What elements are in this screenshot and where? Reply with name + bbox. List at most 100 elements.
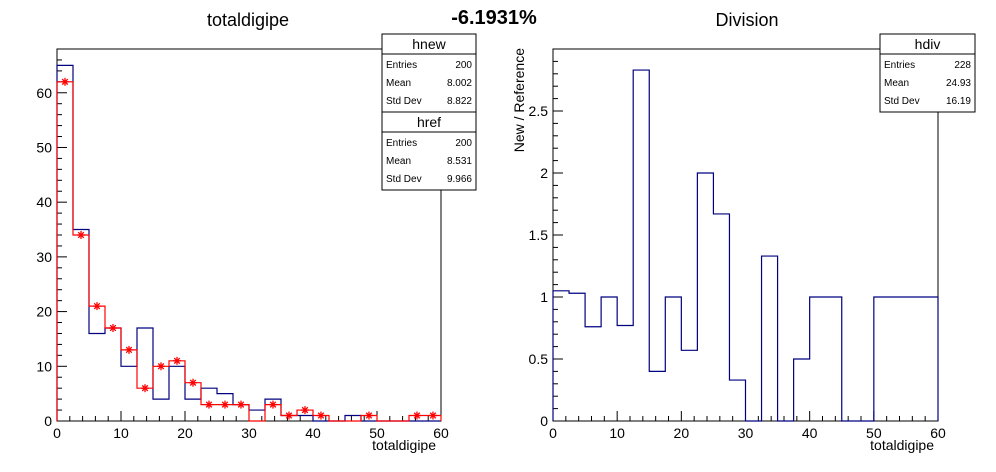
marker-stroke	[269, 401, 277, 408]
marker-stroke	[93, 302, 101, 310]
left-histogram-panel: totaldigipe totaldigipe 0 10 20 30 40 50 60 0 10…	[36, 10, 477, 453]
left-y-tick-label: 40	[36, 194, 52, 210]
marker-stroke	[221, 401, 229, 408]
left-marker-href	[285, 411, 293, 420]
left-marker-href	[365, 411, 373, 420]
right-x-tick-label: 50	[866, 425, 882, 441]
right-division-panel: Division totaldigipe New / Reference 0 10…	[511, 10, 976, 453]
statbox-row-label: Entries	[386, 138, 417, 149]
statbox-row-value: 200	[455, 138, 472, 149]
statbox-row-value: 200	[455, 60, 472, 71]
left-y-tick-label: 10	[36, 358, 52, 374]
marker-stroke	[285, 412, 293, 419]
marker-stroke	[157, 363, 165, 370]
left-x-tick-label: 0	[53, 425, 61, 441]
marker-stroke	[429, 412, 437, 419]
right-x-tick-label: 40	[802, 425, 818, 441]
right-y-tick-label: 1	[540, 289, 548, 305]
marker-stroke	[141, 384, 149, 392]
statbox-frame	[381, 33, 477, 113]
right-x-tick-label: 10	[609, 425, 625, 441]
left-marker-href	[317, 411, 325, 420]
right-y-axis-label: New / Reference	[511, 48, 527, 152]
right-x-tick-label: 0	[549, 425, 557, 441]
left-marker-href	[157, 362, 165, 371]
statbox-title: href	[417, 114, 441, 130]
left-marker-href	[221, 400, 229, 409]
left-statbox-hnew: hnew Entries 200 Mean 8.002 Std Dev 8.822	[381, 33, 477, 113]
left-x-tick-label: 60	[433, 425, 449, 441]
statbox-row-value: 9.966	[447, 174, 472, 185]
left-marker-href	[109, 324, 117, 332]
left-marker-href	[125, 345, 133, 354]
right-y-tick-label: 0.5	[529, 351, 549, 367]
right-chart-title: Division	[715, 10, 778, 30]
left-marker-href	[189, 378, 197, 387]
marker-stroke	[61, 78, 69, 86]
statbox-row-label: Mean	[386, 78, 411, 89]
statbox-frame	[879, 33, 976, 113]
main-title: -6.1931%	[451, 7, 537, 29]
left-marker-href	[413, 411, 421, 420]
left-y-tick-label: 50	[36, 139, 52, 155]
right-y-tick-label: 1.5	[529, 227, 549, 243]
marker-stroke	[189, 379, 197, 386]
right-y-tick-label: 2	[540, 165, 548, 181]
marker-stroke	[77, 231, 85, 239]
left-chart-title: totaldigipe	[207, 10, 289, 30]
statbox-row-value: 8.531	[447, 156, 472, 167]
left-marker-href	[141, 384, 149, 393]
left-y-tick-label: 20	[36, 304, 52, 320]
statbox-row-value: 228	[954, 60, 971, 71]
left-marker-href	[237, 400, 245, 409]
statbox-frame	[381, 111, 477, 191]
left-x-axis-label: totaldigipe	[372, 437, 436, 453]
marker-stroke	[365, 412, 373, 419]
marker-stroke	[205, 401, 213, 408]
statbox-row-label: Std Dev	[386, 174, 422, 185]
statbox-title: hdiv	[915, 36, 941, 52]
statbox-row-value: 24.93	[946, 78, 971, 89]
left-x-tick-label: 10	[113, 425, 129, 441]
statbox-row-value: 8.822	[447, 96, 472, 107]
marker-stroke	[413, 412, 421, 419]
statbox-row-value: 8.002	[447, 78, 472, 89]
left-marker-href	[269, 400, 277, 409]
left-marker-href	[77, 231, 85, 239]
right-x-axis-label: totaldigipe	[870, 437, 934, 453]
statbox-title: hnew	[412, 36, 446, 52]
marker-stroke	[109, 324, 117, 332]
left-y-tick-label: 60	[36, 85, 52, 101]
statbox-row-label: Std Dev	[386, 96, 422, 107]
statbox-row-label: Std Dev	[884, 96, 920, 107]
left-x-tick-label: 40	[305, 425, 321, 441]
right-x-tick-label: 60	[930, 425, 946, 441]
statbox-row-label: Mean	[884, 78, 909, 89]
left-marker-href	[205, 400, 213, 409]
left-marker-href	[93, 302, 101, 311]
left-x-tick-label: 20	[177, 425, 193, 441]
marker-stroke	[301, 406, 309, 414]
right-y-tick-label: 0	[540, 413, 548, 429]
left-y-tick-label: 0	[44, 413, 52, 429]
statbox-row-label: Mean	[386, 156, 411, 167]
left-marker-href	[61, 77, 69, 86]
statbox-row-value: 16.19	[946, 96, 971, 107]
marker-stroke	[173, 357, 181, 365]
left-marker-href	[173, 356, 181, 365]
right-x-tick-label: 30	[738, 425, 754, 441]
left-marker-href	[301, 406, 309, 415]
right-x-tick-label: 20	[674, 425, 690, 441]
marker-stroke	[237, 401, 245, 408]
marker-stroke	[125, 346, 133, 354]
left-y-tick-label: 30	[36, 249, 52, 265]
marker-stroke	[317, 412, 325, 419]
right-y-tick-label: 2.5	[529, 103, 549, 119]
statbox-row-label: Entries	[884, 60, 915, 71]
left-x-tick-label: 50	[369, 425, 385, 441]
left-x-tick-label: 30	[241, 425, 257, 441]
statbox-row-label: Entries	[386, 60, 417, 71]
